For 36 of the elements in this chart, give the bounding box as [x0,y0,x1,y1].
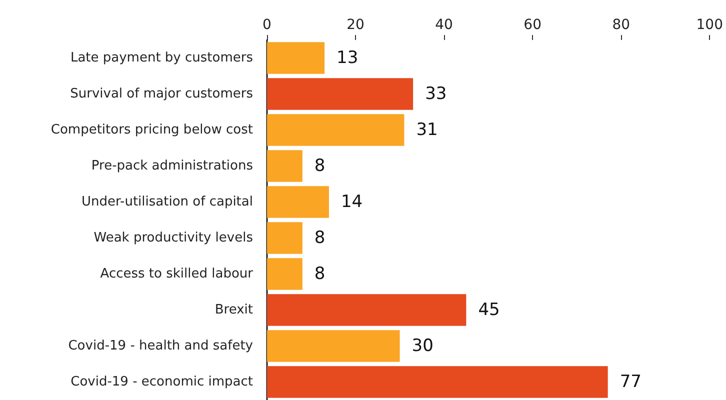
bar [267,78,414,110]
y-tick-label: Weak productivity levels [94,230,254,246]
data-label: 13 [336,48,358,68]
data-label: 33 [425,84,447,104]
x-tick-label: 20 [346,17,364,33]
bar [267,114,404,146]
bar [267,150,302,182]
bar [267,186,329,218]
data-label: 30 [412,336,434,356]
x-tick-label: 40 [435,17,453,33]
bar [267,258,302,290]
data-label: 8 [314,264,326,284]
data-label: 8 [314,228,326,248]
y-tick-label: Competitors pricing below cost [50,122,253,138]
y-tick-label: Brexit [214,302,253,318]
data-label: 77 [620,372,642,392]
y-tick-label: Pre-pack administrations [91,158,254,174]
data-label: 45 [478,300,500,320]
y-tick-label: Covid-19 - health and safety [68,338,254,354]
bar [267,330,400,362]
x-tick-label: 0 [262,17,272,33]
bar [267,294,466,326]
x-tick-label: 80 [612,17,630,33]
y-tick-label: Covid-19 - economic impact [70,374,253,390]
bar [267,366,608,398]
bar [267,42,325,74]
y-tick-label: Late payment by customers [70,50,254,66]
x-tick-label: 60 [524,17,542,33]
data-label: 31 [416,120,438,140]
x-tick-label: 100 [696,17,724,33]
data-label: 8 [314,156,326,176]
y-tick-label: Access to skilled labour [100,266,254,282]
data-label: 14 [340,192,363,212]
bar [267,222,302,254]
y-tick-label: Under-utilisation of capital [82,194,253,210]
y-tick-label: Survival of major customers [70,86,254,102]
